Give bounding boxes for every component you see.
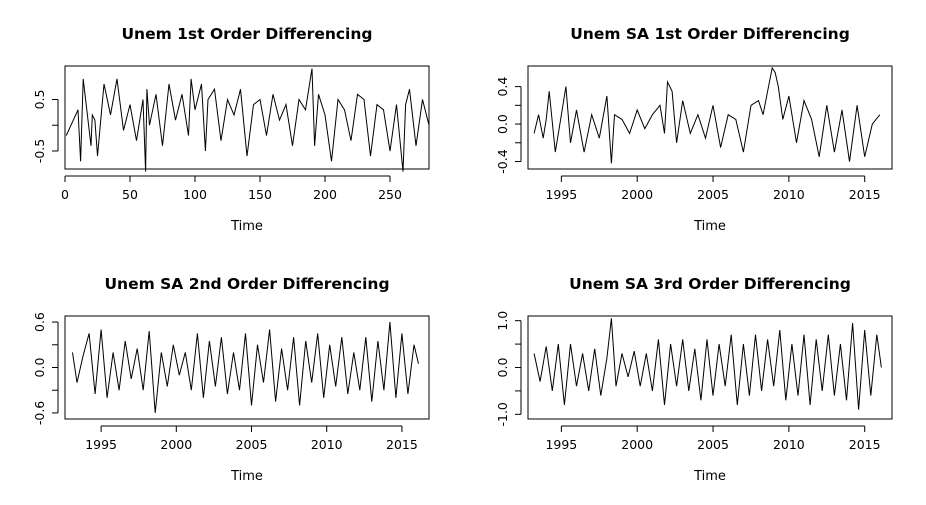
x-tick-label: 2005 bbox=[697, 437, 729, 452]
y-tick-label: 0.0 bbox=[495, 114, 510, 134]
y-tick-label: -1.0 bbox=[495, 402, 510, 426]
x-tick-label: 2010 bbox=[773, 437, 805, 452]
x-axis-label: Time bbox=[693, 219, 726, 234]
x-axis-label: Time bbox=[230, 219, 263, 234]
x-tick-label: 2015 bbox=[849, 187, 881, 202]
y-tick-label: 0.0 bbox=[32, 358, 47, 378]
x-axis-label: Time bbox=[693, 469, 726, 484]
x-tick-label: 1995 bbox=[545, 437, 577, 452]
x-tick-label: 2000 bbox=[160, 437, 192, 452]
plot-frame bbox=[527, 315, 893, 420]
y-tick-label: 0.4 bbox=[495, 77, 510, 97]
series-line-1 bbox=[533, 66, 881, 164]
plot-frame bbox=[64, 65, 430, 170]
chart-panel-1: Unem 1st Order Differencing 0 50 100 150 200 2… bbox=[32, 25, 430, 234]
x-tick-label: 0 bbox=[61, 187, 69, 202]
x-tick-label: 150 bbox=[248, 187, 272, 202]
x-tick-label: 2005 bbox=[236, 437, 268, 452]
x-tick-label: 2010 bbox=[311, 437, 343, 452]
y-tick-label: 0.6 bbox=[32, 312, 47, 332]
y-tick-label: -0.6 bbox=[32, 401, 47, 425]
plot-frame bbox=[64, 315, 430, 420]
chart-title: Unem SA 1st Order Differencing bbox=[570, 25, 850, 43]
y-tick-label: -0.4 bbox=[495, 149, 510, 173]
chart-title: Unem SA 2nd Order Differencing bbox=[104, 275, 389, 293]
chart-panel-3: Unem SA 2nd Order Differencing 1995 2000 20… bbox=[32, 275, 430, 484]
x-axis-label: Time bbox=[230, 469, 263, 484]
y-tick-label: 0.5 bbox=[32, 90, 47, 110]
x-tick-label: 2000 bbox=[621, 187, 653, 202]
x-tick-label: 2000 bbox=[621, 437, 653, 452]
chart-title: Unem SA 3rd Order Differencing bbox=[569, 275, 851, 293]
x-tick-label: 2010 bbox=[773, 187, 805, 202]
x-tick-label: 1995 bbox=[85, 437, 117, 452]
x-tick-label: 100 bbox=[183, 187, 207, 202]
chart-title: Unem 1st Order Differencing bbox=[121, 25, 372, 43]
chart-panel-4: Unem SA 3rd Order Differencing 1995 2000 20… bbox=[495, 275, 893, 484]
y-tick-label: -0.5 bbox=[32, 139, 47, 163]
series-line-1 bbox=[72, 322, 419, 413]
chart-panel-2: Unem SA 1st Order Differencing 1995 2000 20… bbox=[495, 25, 893, 234]
plot-frame bbox=[527, 65, 893, 170]
x-tick-label: 200 bbox=[313, 187, 337, 202]
x-tick-label: 50 bbox=[122, 187, 138, 202]
x-tick-label: 2015 bbox=[849, 437, 881, 452]
x-tick-label: 2005 bbox=[697, 187, 729, 202]
x-tick-label: 250 bbox=[378, 187, 402, 202]
x-tick-label: 1995 bbox=[545, 187, 577, 202]
y-tick-label: 1.0 bbox=[495, 311, 510, 331]
x-tick-label: 2015 bbox=[386, 437, 418, 452]
y-tick-label: 0.0 bbox=[495, 358, 510, 378]
series-line-1 bbox=[533, 318, 882, 410]
series-line-1 bbox=[65, 68, 430, 172]
